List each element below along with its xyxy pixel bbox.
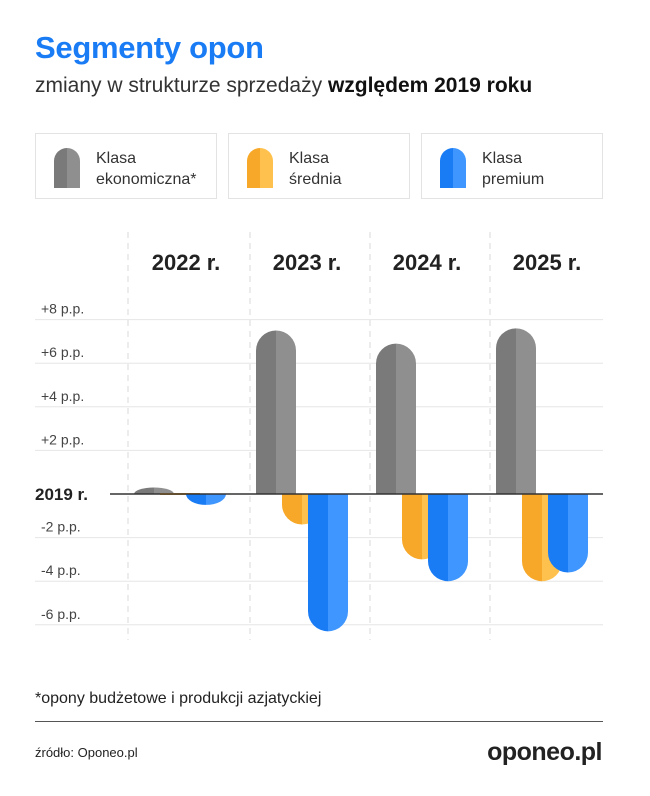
category-label: 2022 r. (152, 250, 221, 275)
legend-swatch-economy (54, 148, 80, 188)
legend-swatch-premium (440, 148, 466, 188)
category-label: 2025 r. (513, 250, 582, 275)
legend-label-premium: Klasa premium (482, 150, 545, 188)
footnote: *opony budżetowe i produkcji azjatyckiej (35, 690, 322, 707)
y-tick-label: +8 p.p. (41, 301, 84, 317)
category-label: 2023 r. (273, 250, 342, 275)
y-tick-label: +6 p.p. (41, 344, 84, 360)
footer-divider (35, 721, 603, 722)
bar-premium (428, 494, 468, 582)
y-tick-label: -2 p.p. (41, 519, 81, 535)
bar-premium (548, 494, 588, 573)
y-tick-label: +4 p.p. (41, 388, 84, 404)
legend-label-economy: Klasa ekonomiczna* (96, 150, 197, 188)
bar-economy (256, 330, 296, 494)
legend-label-mid: Klasa średnia (289, 150, 342, 188)
bar-economy (376, 343, 416, 494)
bar-premium (308, 494, 348, 632)
bar-economy (134, 487, 174, 494)
bar-economy (496, 328, 536, 494)
y-tick-label: -4 p.p. (41, 562, 81, 578)
brand-logo: oponeo.pl (487, 738, 602, 766)
legend-swatch-mid (247, 148, 273, 188)
baseline-label: 2019 r. (35, 485, 88, 504)
category-label: 2024 r. (393, 250, 462, 275)
source-note: źródło: Oponeo.pl (35, 745, 138, 760)
subtitle-prefix: zmiany w strukturze sprzedaży (35, 74, 328, 97)
y-tick-label: -6 p.p. (41, 606, 81, 622)
chart-title: Segmenty opon (35, 30, 264, 65)
legend-item-premium: Klasa premium (421, 133, 603, 199)
chart-subtitle: zmiany w strukturze sprzedaży względem 2… (35, 74, 532, 98)
subtitle-emphasis: względem 2019 roku (327, 74, 533, 97)
y-tick-label: +2 p.p. (41, 431, 84, 447)
legend-item-mid: Klasa średnia (228, 133, 410, 199)
legend-item-economy: Klasa ekonomiczna* (35, 133, 217, 199)
chart-plot: +8 p.p. +6 p.p. +4 p.p. +2 p.p. 2019 r. -2 p.… (35, 232, 603, 640)
bar-premium (186, 494, 226, 505)
